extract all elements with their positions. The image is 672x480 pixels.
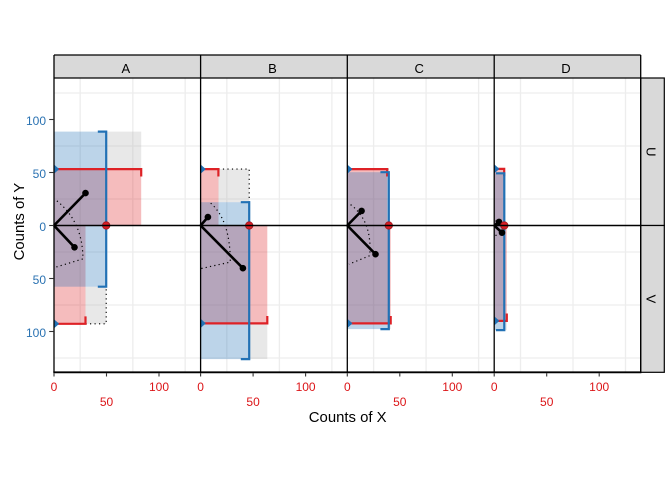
svg-text:50: 50 bbox=[33, 273, 47, 287]
svg-text:50: 50 bbox=[100, 395, 114, 409]
svg-text:50: 50 bbox=[393, 395, 407, 409]
svg-text:V: V bbox=[643, 295, 658, 304]
svg-text:100: 100 bbox=[26, 114, 46, 128]
svg-text:100: 100 bbox=[296, 380, 316, 394]
svg-text:U: U bbox=[643, 147, 658, 156]
svg-text:100: 100 bbox=[442, 380, 462, 394]
svg-text:0: 0 bbox=[491, 380, 498, 394]
svg-text:0: 0 bbox=[197, 380, 204, 394]
svg-text:C: C bbox=[415, 61, 424, 76]
svg-text:100: 100 bbox=[149, 380, 169, 394]
svg-text:Counts of X: Counts of X bbox=[309, 410, 387, 426]
svg-text:50: 50 bbox=[246, 395, 260, 409]
svg-text:A: A bbox=[121, 61, 130, 76]
svg-text:100: 100 bbox=[589, 380, 609, 394]
svg-text:0: 0 bbox=[51, 380, 58, 394]
svg-text:0: 0 bbox=[39, 220, 46, 234]
svg-text:Counts of Y: Counts of Y bbox=[12, 183, 28, 261]
svg-text:B: B bbox=[268, 61, 277, 76]
svg-text:D: D bbox=[561, 61, 570, 76]
svg-text:50: 50 bbox=[33, 167, 47, 181]
svg-text:0: 0 bbox=[344, 380, 351, 394]
svg-text:100: 100 bbox=[26, 326, 46, 340]
svg-text:50: 50 bbox=[540, 395, 554, 409]
